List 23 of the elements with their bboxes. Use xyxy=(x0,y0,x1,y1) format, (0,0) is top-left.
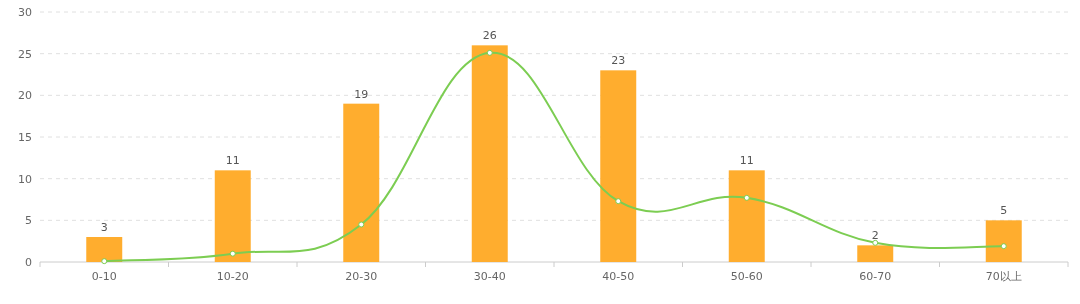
x-tick-label: 10-20 xyxy=(216,270,249,283)
data-label: 3 xyxy=(100,221,108,234)
y-tick-label: 30 xyxy=(18,6,32,19)
y-tick-label: 5 xyxy=(25,214,32,228)
x-tick-label: 70以上 xyxy=(985,270,1022,283)
x-tick-label: 0-10 xyxy=(91,270,117,283)
data-label: 19 xyxy=(354,87,369,101)
data-label: 11 xyxy=(739,154,754,168)
data-label: 26 xyxy=(482,29,497,43)
y-tick-label: 0 xyxy=(25,256,32,269)
y-tick-label: 25 xyxy=(18,47,32,61)
x-tick-label: 60-70 xyxy=(859,270,892,283)
data-label: 5 xyxy=(1000,204,1008,218)
data-label: 2 xyxy=(871,229,879,243)
x-tick-label: 20-30 xyxy=(345,270,378,283)
y-tick-label: 10 xyxy=(18,172,32,186)
data-label: 23 xyxy=(611,54,626,68)
x-tick-label: 50-60 xyxy=(730,270,763,283)
data-label: 11 xyxy=(225,154,240,168)
x-tick-label: 40-50 xyxy=(602,270,635,283)
y-tick-label: 20 xyxy=(18,89,32,103)
y-tick-label: 15 xyxy=(18,131,32,144)
x-tick-label: 30-40 xyxy=(473,270,506,283)
